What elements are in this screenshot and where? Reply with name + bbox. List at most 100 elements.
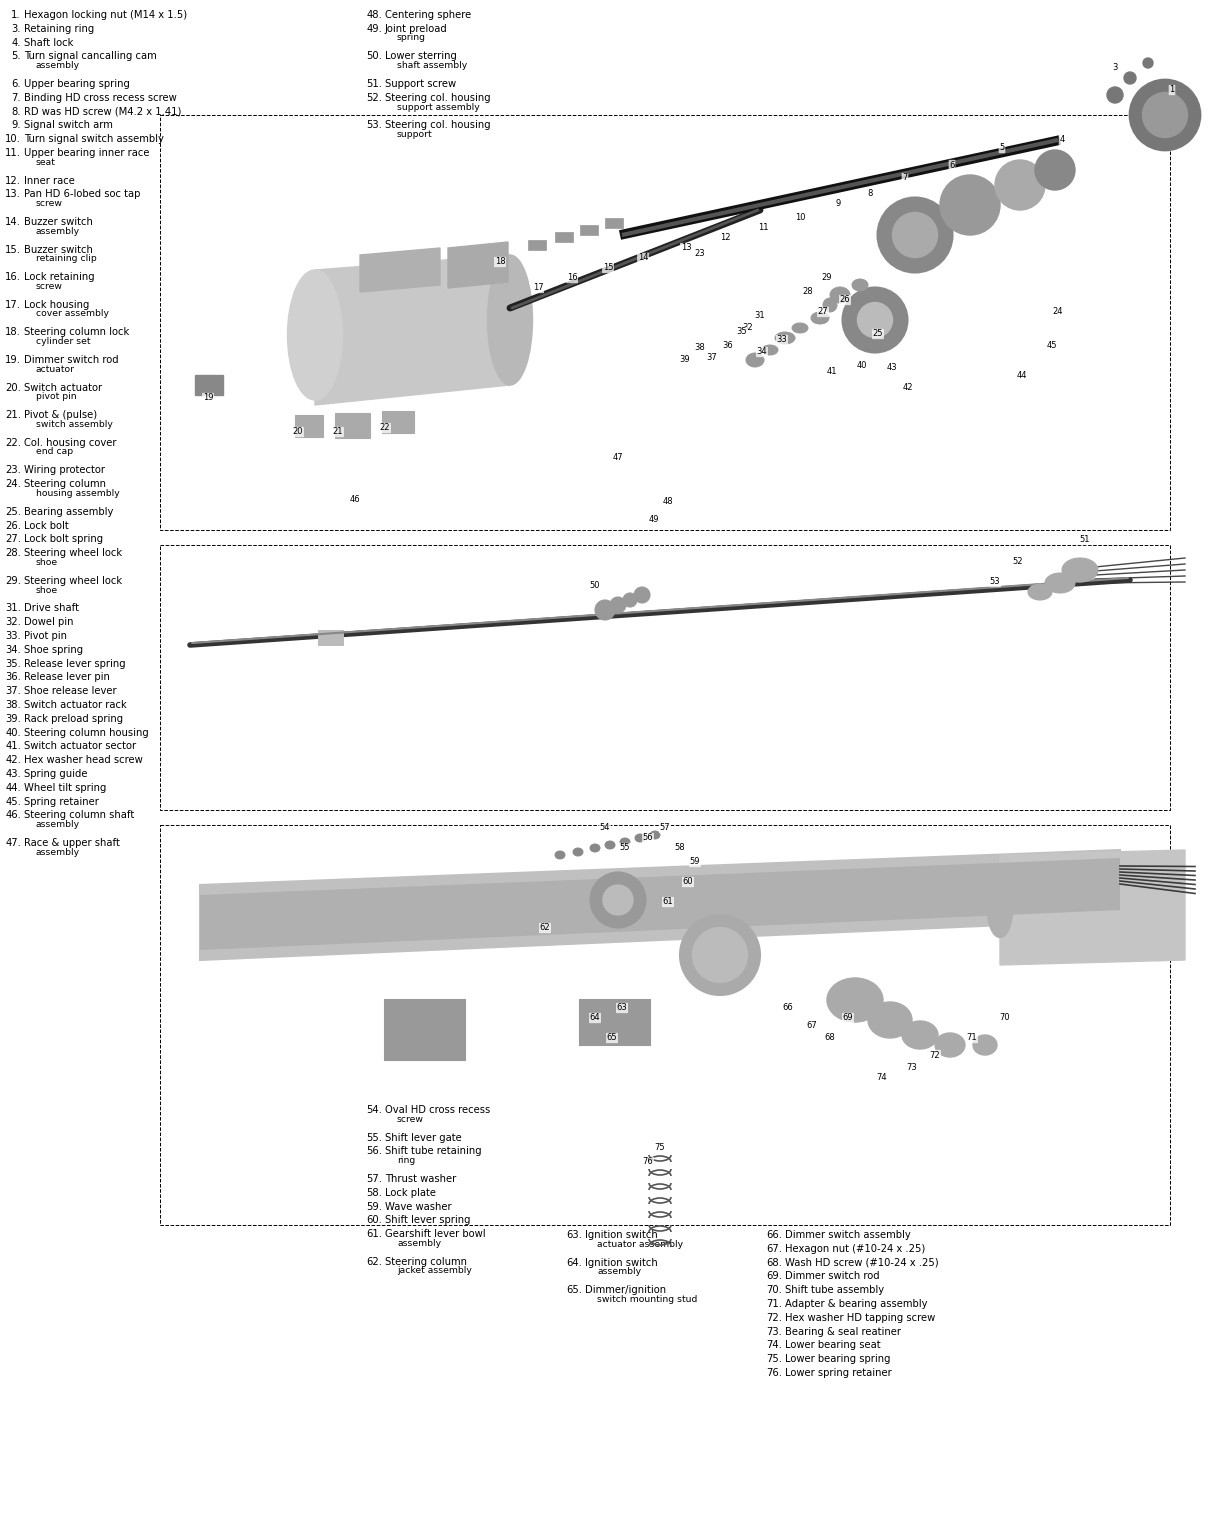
Text: 10.: 10. <box>5 134 21 144</box>
Text: 12.: 12. <box>5 175 21 186</box>
Text: 43: 43 <box>886 364 897 373</box>
Text: 50.: 50. <box>366 52 382 61</box>
Text: Centering sphere: Centering sphere <box>384 11 472 20</box>
Polygon shape <box>1000 850 1185 964</box>
Ellipse shape <box>1028 584 1052 599</box>
Text: Col. housing cover: Col. housing cover <box>24 438 116 447</box>
Text: 53.: 53. <box>366 120 382 131</box>
Text: 19.: 19. <box>5 354 21 365</box>
Text: jacket assembly: jacket assembly <box>397 1267 472 1276</box>
Text: 8.: 8. <box>12 106 21 117</box>
Text: 24.: 24. <box>5 479 21 490</box>
Text: 10: 10 <box>794 213 805 222</box>
Bar <box>555 233 573 242</box>
Text: 19: 19 <box>203 394 213 403</box>
Text: shoe: shoe <box>36 558 58 567</box>
Text: retaining clip: retaining clip <box>36 254 97 263</box>
Text: Wheel tilt spring: Wheel tilt spring <box>24 783 106 792</box>
Text: Upper bearing inner race: Upper bearing inner race <box>24 148 150 158</box>
Text: 32.: 32. <box>5 618 21 627</box>
Text: 6: 6 <box>949 161 955 169</box>
Text: 16.: 16. <box>5 272 21 283</box>
Text: Hex washer head screw: Hex washer head screw <box>24 756 143 765</box>
Text: Pivot pin: Pivot pin <box>24 631 66 640</box>
Text: 36.: 36. <box>5 672 21 683</box>
Text: 49: 49 <box>649 516 659 525</box>
Text: 59.: 59. <box>366 1202 382 1212</box>
Text: Spring retainer: Spring retainer <box>24 797 99 806</box>
Polygon shape <box>449 242 508 287</box>
Text: shaft assembly: shaft assembly <box>397 61 467 70</box>
Text: 14.: 14. <box>5 218 21 227</box>
Text: 56: 56 <box>643 834 653 843</box>
Text: 34.: 34. <box>5 645 21 656</box>
Text: 45.: 45. <box>5 797 21 806</box>
Bar <box>580 225 598 236</box>
Text: 26: 26 <box>840 295 850 304</box>
Bar <box>318 630 343 645</box>
Text: 32: 32 <box>742 324 753 333</box>
Text: 64: 64 <box>590 1013 601 1022</box>
Ellipse shape <box>973 1034 997 1056</box>
Text: Binding HD cross recess screw: Binding HD cross recess screw <box>24 93 177 103</box>
Text: 4: 4 <box>1059 135 1065 144</box>
Ellipse shape <box>935 1033 965 1057</box>
Text: 17: 17 <box>533 283 543 292</box>
Text: Steering col. housing: Steering col. housing <box>384 120 491 131</box>
Text: 18: 18 <box>494 257 505 266</box>
Ellipse shape <box>487 256 532 385</box>
Text: Steering wheel lock: Steering wheel lock <box>24 548 122 558</box>
Text: Dimmer switch rod: Dimmer switch rod <box>24 354 118 365</box>
Text: 55.: 55. <box>366 1133 382 1142</box>
Text: switch mounting stud: switch mounting stud <box>597 1294 698 1303</box>
Text: Switch actuator: Switch actuator <box>24 383 102 392</box>
Text: 40.: 40. <box>5 727 21 738</box>
Text: 31: 31 <box>754 310 765 319</box>
Bar <box>160 824 1170 1224</box>
Text: 20.: 20. <box>5 383 21 392</box>
Text: Thrust washer: Thrust washer <box>384 1174 456 1183</box>
Text: 51.: 51. <box>366 79 382 90</box>
Text: 69: 69 <box>843 1013 854 1022</box>
Text: 69.: 69. <box>767 1272 782 1281</box>
Text: 44.: 44. <box>5 783 21 792</box>
Text: 39.: 39. <box>5 713 21 724</box>
Text: Ignition switch: Ignition switch <box>585 1230 658 1240</box>
Bar <box>195 376 222 395</box>
Circle shape <box>595 599 615 621</box>
Text: Bearing & seal reatiner: Bearing & seal reatiner <box>785 1326 901 1337</box>
Ellipse shape <box>988 882 1012 937</box>
Text: 20: 20 <box>293 427 303 437</box>
Text: 42.: 42. <box>5 756 21 765</box>
Text: seat: seat <box>36 158 56 167</box>
Text: assembly: assembly <box>36 61 80 70</box>
Bar <box>528 240 546 249</box>
Text: spring: spring <box>397 33 426 43</box>
Text: Release lever spring: Release lever spring <box>24 659 126 669</box>
Text: switch assembly: switch assembly <box>36 420 112 429</box>
Text: end cap: end cap <box>36 447 73 456</box>
Text: 41.: 41. <box>5 741 21 751</box>
Text: 45: 45 <box>1047 341 1057 350</box>
Text: Shift tube assembly: Shift tube assembly <box>785 1285 884 1296</box>
Text: Steering wheel lock: Steering wheel lock <box>24 576 122 586</box>
Text: 11.: 11. <box>5 148 21 158</box>
Text: Steering column housing: Steering column housing <box>24 727 149 738</box>
Text: actuator assembly: actuator assembly <box>597 1240 683 1249</box>
Text: 73: 73 <box>907 1063 918 1072</box>
Text: Turn signal cancalling cam: Turn signal cancalling cam <box>24 52 157 61</box>
Text: 9: 9 <box>835 199 840 208</box>
Bar <box>382 411 413 433</box>
Text: support assembly: support assembly <box>397 102 480 111</box>
Ellipse shape <box>775 332 796 344</box>
Text: 8: 8 <box>867 189 873 198</box>
Text: 14: 14 <box>638 254 648 263</box>
Text: actuator: actuator <box>36 365 75 374</box>
Text: 23: 23 <box>695 248 705 257</box>
Text: 73.: 73. <box>767 1326 782 1337</box>
Ellipse shape <box>555 852 565 859</box>
Text: Lower bearing spring: Lower bearing spring <box>785 1354 891 1364</box>
Text: 62: 62 <box>539 923 550 932</box>
Text: cover assembly: cover assembly <box>36 309 109 318</box>
Ellipse shape <box>590 844 600 852</box>
